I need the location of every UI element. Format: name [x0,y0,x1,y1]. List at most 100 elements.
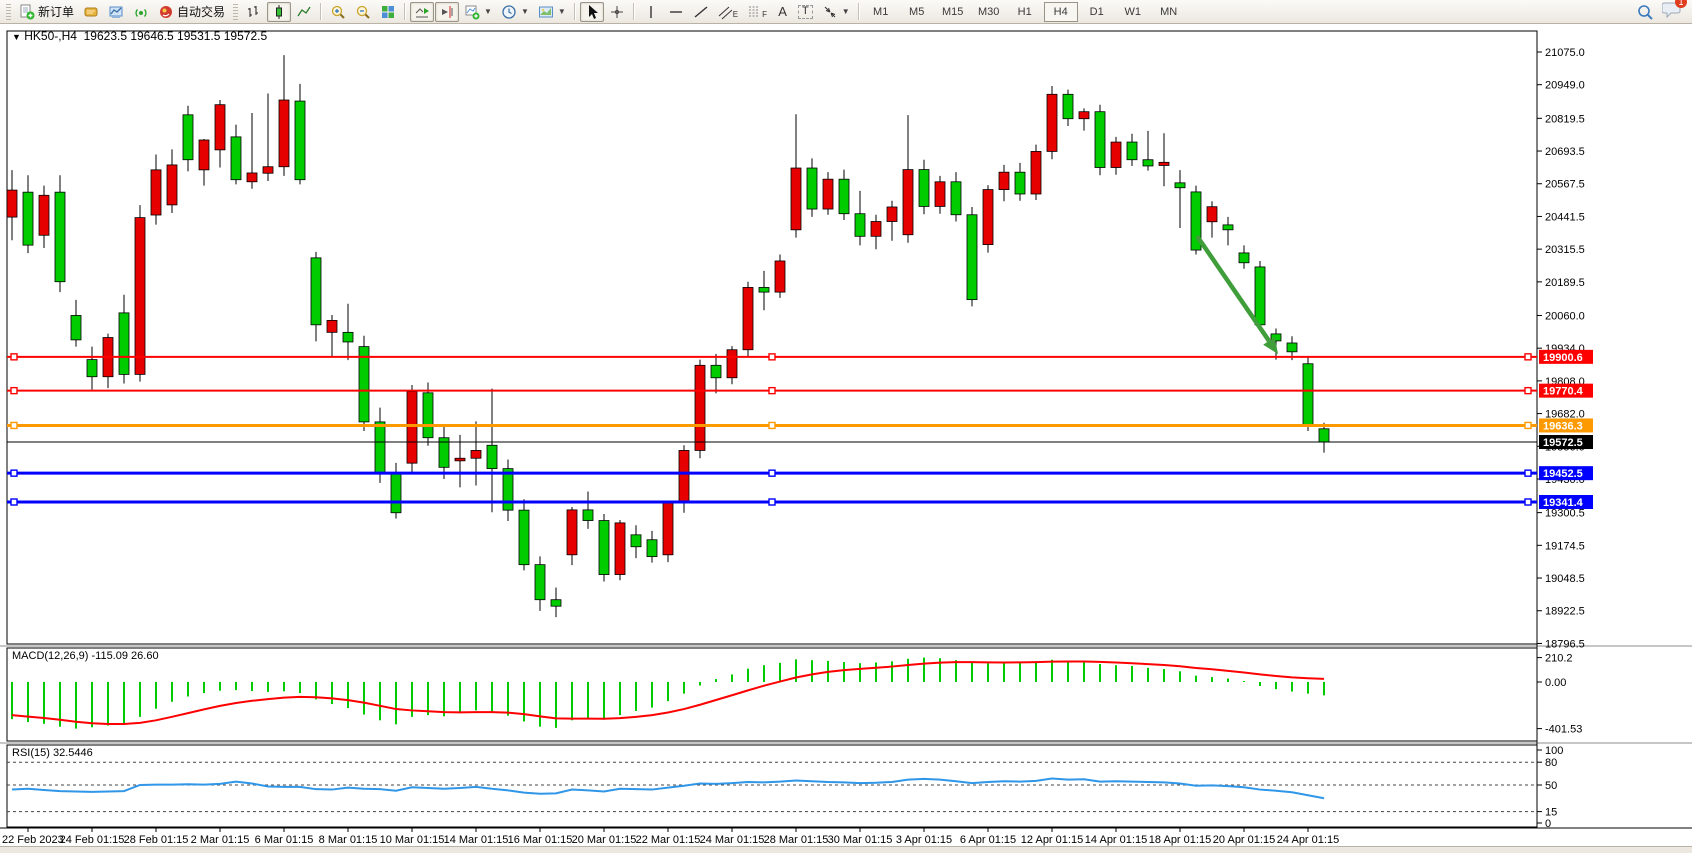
candle-down [630,534,642,548]
hline-handle [768,386,776,395]
zoom-in-button[interactable] [326,2,350,22]
tile-windows-button[interactable] [376,2,400,22]
svg-text:20315.5: 20315.5 [1545,244,1585,256]
toolbar-grip[interactable] [233,3,239,20]
horizontal-line-icon [669,10,682,13]
market-watch-button[interactable] [79,2,103,22]
candle-down [118,312,130,375]
price-tag [1539,349,1593,364]
crosshair-button[interactable] [605,2,629,22]
templates-button[interactable]: ▼ [534,2,570,22]
candle-down [598,520,610,575]
candle-up [886,206,898,222]
chart-shift-button[interactable] [435,1,460,22]
data-window-button[interactable] [104,2,128,22]
autotrading-button[interactable]: 自动交易 [154,2,229,22]
candle-up [246,172,258,183]
svg-text:24 Apr 01:15: 24 Apr 01:15 [1277,834,1339,846]
bar-chart-button[interactable] [242,2,266,22]
svg-text:22 Feb 2023: 22 Feb 2023 [2,834,64,846]
equidistant-channel-button[interactable]: E [714,2,742,22]
svg-text:20 Mar 01:15: 20 Mar 01:15 [572,834,637,846]
notifications-button[interactable]: 1 [1661,0,1687,23]
candle-up [38,194,50,236]
timeframe-h4-button[interactable]: H4 [1043,1,1078,22]
hline-handle [1524,386,1532,395]
zoom-out-button[interactable] [351,2,375,22]
candle-down [1174,182,1186,189]
tile-windows-icon [382,5,395,18]
svg-text:18796.5: 18796.5 [1545,638,1585,650]
candle-down [230,136,242,181]
timeframe-m15-button[interactable]: M15 [941,5,964,18]
timeframe-w1-button[interactable]: W1 [1124,5,1141,18]
candle-down [806,167,818,210]
clock-icon [502,4,516,19]
svg-text:19048.5: 19048.5 [1545,573,1585,585]
navigator-button[interactable] [129,2,153,22]
vertical-line-button[interactable] [639,2,663,22]
candle-down [390,472,402,514]
cursor-button[interactable] [579,1,604,22]
trend-arrow-annotation[interactable] [1195,234,1278,354]
svg-text:19452.5: 19452.5 [1543,468,1583,480]
toolbar-grip[interactable] [6,3,11,20]
horizontal-line-button[interactable] [664,2,688,22]
timeframe-m5-button[interactable]: M5 [909,5,925,18]
auto-scroll-icon [415,7,430,17]
timeframe-m30-button[interactable]: M30 [977,5,1000,18]
new-order-button[interactable]: 新订单 [15,2,78,22]
horizontal-line-objects[interactable] [7,353,1537,506]
candle-down [22,191,34,246]
svg-text:21075.0: 21075.0 [1545,47,1585,59]
svg-text:-401.53: -401.53 [1545,724,1582,736]
timeframe-mn-button[interactable]: MN [1160,5,1178,18]
search-icon[interactable] [1636,3,1654,21]
periodicity-button[interactable]: ▼ [497,2,533,22]
text-button[interactable]: A [772,2,793,22]
label-tool-glyph: T [798,4,813,19]
hline-handle [1524,421,1532,430]
trendline-icon [694,5,708,18]
chart-shift-icon [442,5,453,18]
svg-text:15: 15 [1545,807,1557,819]
fibonacci-button[interactable]: F [743,2,771,22]
candle-up [822,178,834,210]
price-axis: 21075.0 20949.0 20819.5 20693.5 20567.5 20441… [1537,47,1593,650]
candle-up [934,181,946,207]
dropdown-arrow-icon: ▼ [484,7,492,16]
candlestick-button[interactable] [267,1,292,22]
hline-handle [10,386,18,395]
candle-down [950,181,962,216]
candle-up [470,450,482,459]
candle-down [294,100,306,181]
cursor-icon [588,4,598,19]
candle-up [614,522,626,575]
notification-badge: 1 [1675,0,1687,8]
hline-handle [1524,498,1532,506]
svg-text:19300.5: 19300.5 [1545,508,1585,520]
trendline-button[interactable] [689,2,713,22]
candle-up [198,139,210,171]
candle-down [70,315,82,341]
timeframe-h1-button[interactable]: H1 [1017,5,1032,18]
new-chart-button[interactable]: ▼ [460,2,496,22]
candle-down [854,213,866,237]
timeframe-m1-button[interactable]: M1 [873,5,889,18]
candle-up [662,502,674,556]
arrows-button[interactable]: ▼ [818,2,854,22]
candle-down [438,437,450,468]
timeframe-d1-button[interactable]: D1 [1089,5,1104,18]
line-chart-icon [297,6,311,16]
vertical-line-icon [650,5,652,18]
auto-scroll-button[interactable] [410,1,435,22]
line-chart-button[interactable] [292,2,316,22]
hline-handle [768,498,776,506]
price-tag [1539,466,1593,481]
text-label-button[interactable]: T [794,2,817,22]
candlestick-series [6,55,1330,618]
svg-text:20693.5: 20693.5 [1545,146,1585,158]
